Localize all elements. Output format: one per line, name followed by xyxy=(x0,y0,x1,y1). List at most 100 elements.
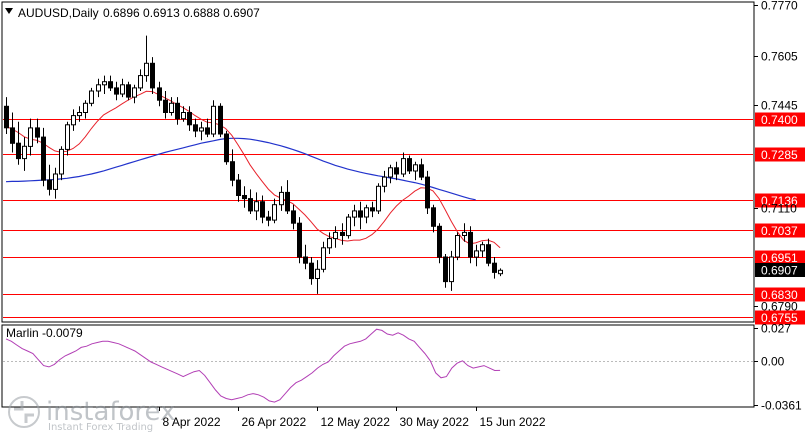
candle xyxy=(425,170,430,214)
candle-body xyxy=(297,222,302,258)
level-label-bg xyxy=(755,147,805,162)
candle xyxy=(413,161,418,181)
candle-body xyxy=(309,262,314,280)
candle xyxy=(77,106,82,122)
candle xyxy=(150,57,155,94)
candle xyxy=(437,223,442,264)
candle xyxy=(455,232,460,261)
current-price-marker: 0.6907 xyxy=(755,263,805,278)
candle-body xyxy=(340,231,345,236)
candle xyxy=(462,223,467,242)
candle-body xyxy=(358,210,363,218)
level-label-bg xyxy=(755,250,805,265)
collapse-triangle-icon[interactable] xyxy=(5,8,13,14)
candle xyxy=(163,91,168,119)
candle-body xyxy=(352,210,357,218)
candle-body xyxy=(413,164,418,172)
level-label: 0.7400 xyxy=(761,113,798,127)
candle xyxy=(449,250,454,291)
candle-body xyxy=(28,127,33,147)
candle-body xyxy=(321,247,326,270)
candle-body xyxy=(138,75,143,89)
marlin-line xyxy=(5,328,501,403)
candle-body xyxy=(181,112,186,120)
candle xyxy=(96,78,101,98)
candle xyxy=(89,87,94,107)
candle xyxy=(364,204,369,224)
price-axis: 0.7770 0.7605 0.7445 0.7110 0.6790 xyxy=(754,0,798,314)
candle xyxy=(370,201,375,218)
candle xyxy=(157,81,162,107)
candle-body xyxy=(401,158,406,175)
candle-body xyxy=(10,127,15,144)
candle xyxy=(480,241,485,257)
candle xyxy=(498,268,503,277)
candle-body xyxy=(211,105,216,135)
candle-body xyxy=(346,216,351,237)
candle-body xyxy=(83,102,88,114)
ma-slow-line xyxy=(5,137,476,201)
candle xyxy=(303,244,308,270)
candle-body xyxy=(315,268,320,279)
candle xyxy=(41,127,46,187)
candle xyxy=(340,223,345,245)
candle-body xyxy=(236,179,241,197)
candle xyxy=(279,186,284,211)
price-tick-label: 0.7605 xyxy=(761,50,798,64)
candle xyxy=(114,81,119,101)
candle-body xyxy=(59,148,64,175)
candle-body xyxy=(382,176,387,187)
candle xyxy=(309,257,314,285)
candle xyxy=(35,118,40,144)
candle xyxy=(443,254,448,288)
watermark: instaforex Instant Forex Trading xyxy=(8,396,175,433)
level-label-bg xyxy=(755,112,805,127)
candle-body xyxy=(468,231,473,258)
candle xyxy=(321,241,326,273)
candle xyxy=(242,186,247,208)
time-tick-label: 15 Jun 2022 xyxy=(480,415,546,429)
chart-header: AUDUSD,Daily 0.6896 0.6913 0.6888 0.6907 xyxy=(5,6,260,20)
candle xyxy=(254,192,259,221)
candle-body xyxy=(53,173,58,190)
time-tick-label: 26 Apr 2022 xyxy=(242,415,307,429)
candle xyxy=(22,137,27,171)
candle-body xyxy=(291,210,296,224)
candle-body xyxy=(333,231,338,240)
candle-body xyxy=(425,176,430,209)
candle xyxy=(333,226,338,248)
candle xyxy=(388,164,393,184)
candle xyxy=(59,146,64,181)
candle-body xyxy=(370,207,375,212)
candle xyxy=(230,149,235,187)
candle xyxy=(187,106,192,131)
candle-body xyxy=(443,256,448,283)
instaforex-logo-icon xyxy=(8,396,40,428)
candle-body xyxy=(437,225,442,258)
candle xyxy=(53,167,58,199)
candle xyxy=(211,100,216,138)
indicator-tick-label: -0.0361 xyxy=(761,399,802,413)
candle-body xyxy=(224,133,229,163)
price-tick-label: 0.7110 xyxy=(761,202,797,216)
candle-body xyxy=(486,244,491,264)
candle-body xyxy=(175,102,180,120)
candle-body xyxy=(89,90,94,104)
candle-body xyxy=(218,105,223,135)
candle xyxy=(394,161,399,181)
candle xyxy=(266,210,271,227)
candle-body xyxy=(474,250,479,258)
candle xyxy=(120,78,125,98)
candle xyxy=(260,195,265,224)
price-tick-label: 0.6790 xyxy=(761,300,798,314)
candle-body xyxy=(376,185,381,212)
candle-body xyxy=(285,191,290,212)
candle-body xyxy=(303,256,308,264)
indicator-name: Marlin xyxy=(6,326,39,340)
candle-body xyxy=(71,115,76,126)
indicator-tick-label: 0.00 xyxy=(761,355,785,369)
candle-body xyxy=(65,124,70,150)
candle-body xyxy=(492,262,497,273)
indicator-tick-label: 0.027 xyxy=(761,322,791,336)
